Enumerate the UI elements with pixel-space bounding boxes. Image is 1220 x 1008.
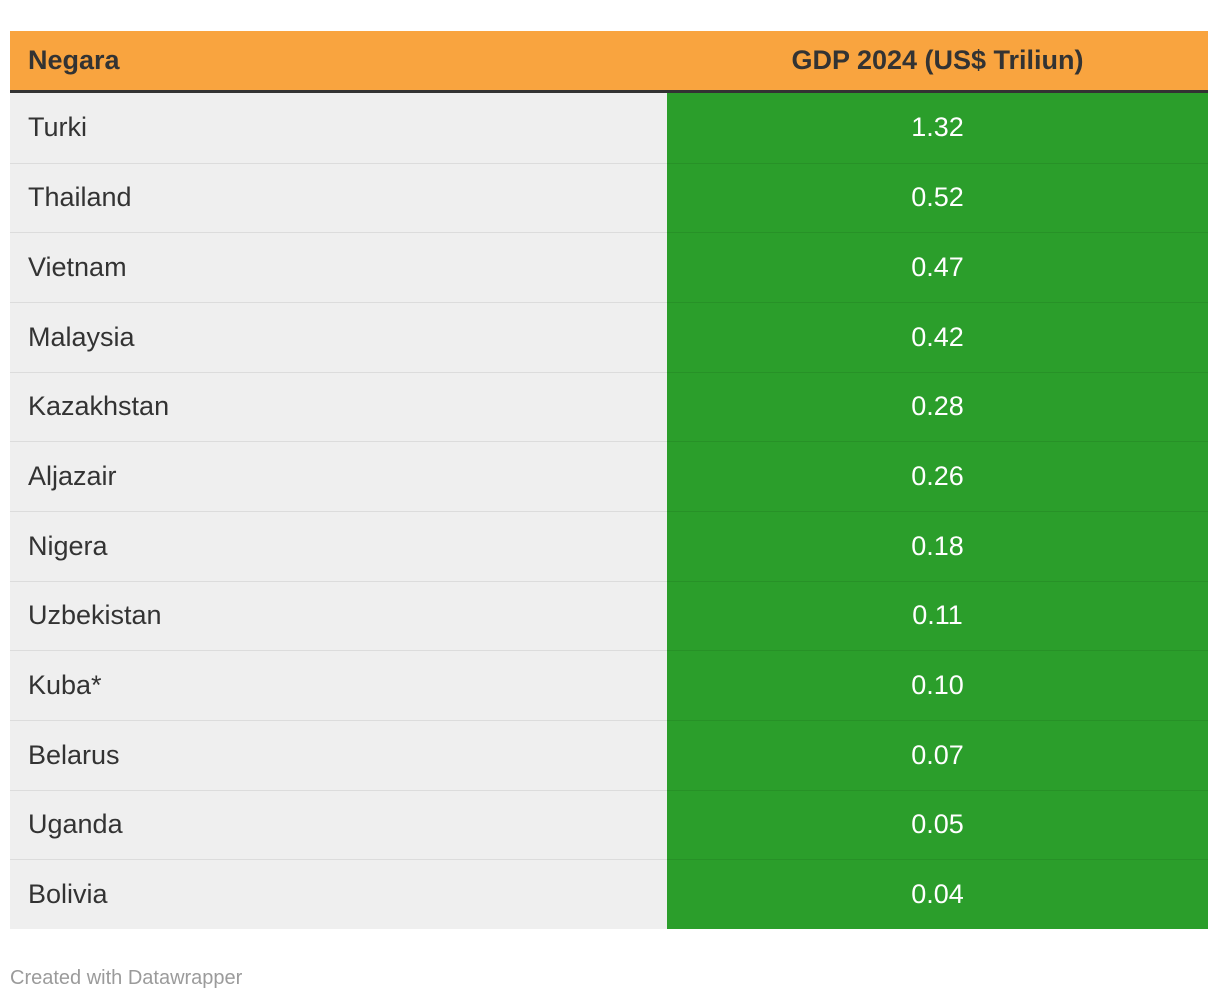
table-row: Malaysia 0.42 [10,301,1208,372]
table-body: Turki 1.32 Thailand 0.52 Vietnam 0.47 Ma… [10,93,1208,929]
table-row: Uzbekistan 0.11 [10,580,1208,651]
country-cell: Aljazair [10,441,667,511]
datawrapper-credit: Created with Datawrapper [10,966,243,989]
table-header-row: Negara GDP 2024 (US$ Triliun) [10,31,1208,93]
country-cell: Vietnam [10,232,667,302]
table-row: Kazakhstan 0.28 [10,371,1208,442]
table-row: Turki 1.32 [10,93,1208,163]
country-cell: Thailand [10,162,667,233]
gdp-value-cell: 1.32 [667,93,1208,163]
gdp-value-cell: 0.04 [667,859,1208,929]
gdp-table: Negara GDP 2024 (US$ Triliun) Turki 1.32… [10,31,1208,929]
gdp-value-cell: 0.47 [667,232,1208,302]
country-cell: Turki [10,93,667,163]
gdp-value-cell: 0.10 [667,650,1208,720]
country-cell: Uganda [10,789,667,860]
gdp-value-cell: 0.05 [667,789,1208,860]
table-row: Aljazair 0.26 [10,441,1208,511]
gdp-value-cell: 0.42 [667,301,1208,372]
country-cell: Bolivia [10,859,667,929]
gdp-value-cell: 0.26 [667,441,1208,511]
table-row: Nigera 0.18 [10,510,1208,581]
gdp-value-cell: 0.11 [667,580,1208,651]
gdp-value-cell: 0.28 [667,371,1208,442]
gdp-value-cell: 0.18 [667,510,1208,581]
table-row: Kuba* 0.10 [10,650,1208,720]
table-row: Uganda 0.05 [10,789,1208,860]
country-cell: Malaysia [10,301,667,372]
gdp-value-cell: 0.07 [667,719,1208,790]
country-cell: Kazakhstan [10,371,667,442]
gdp-value-cell: 0.52 [667,162,1208,233]
column-header-country: Negara [28,45,120,75]
column-header-gdp: GDP 2024 (US$ Triliun) [791,45,1084,75]
table-row: Vietnam 0.47 [10,232,1208,302]
table-row: Bolivia 0.04 [10,859,1208,929]
table-row: Belarus 0.07 [10,719,1208,790]
country-cell: Nigera [10,510,667,581]
country-cell: Kuba* [10,650,667,720]
country-cell: Belarus [10,719,667,790]
table-row: Thailand 0.52 [10,162,1208,233]
country-cell: Uzbekistan [10,580,667,651]
